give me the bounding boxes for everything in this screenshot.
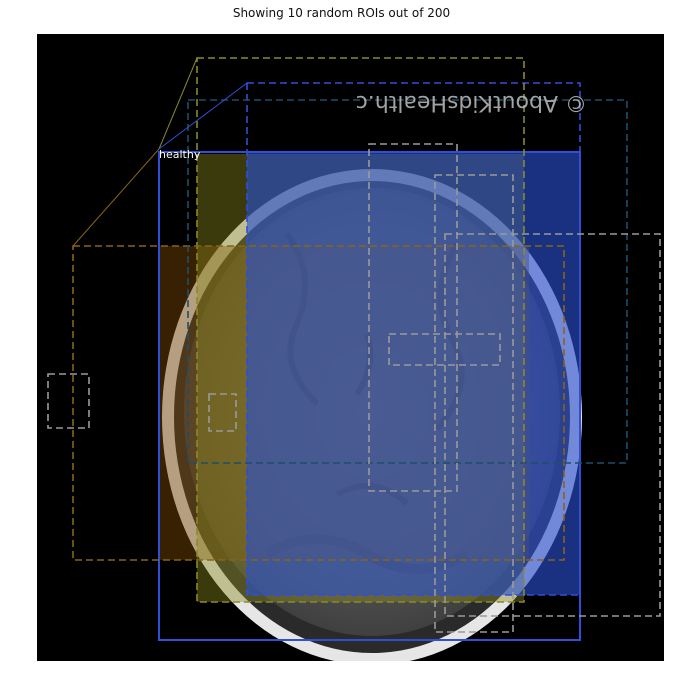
roi-boxes — [47, 57, 661, 641]
watermark-group: © AboutKidsHealth.c — [356, 90, 587, 115]
figure-title: Showing 10 random ROIs out of 200 — [232, 6, 451, 20]
roi-gray-1 — [368, 143, 458, 492]
roi-masks — [159, 152, 580, 602]
roi-class-label: healthy — [159, 148, 201, 161]
mask-blue — [247, 152, 580, 595]
watermark-text: © AboutKidsHealth.c — [356, 90, 587, 115]
leader-blue — [158, 82, 248, 150]
roi-olive-dashed — [196, 57, 525, 603]
roi-gray-5 — [47, 373, 90, 429]
roi-gray-3 — [444, 233, 661, 617]
label-leader-lines — [72, 57, 248, 247]
roi-teal-dashed — [187, 99, 628, 464]
roi-orange-dashed — [72, 245, 565, 561]
roi-gray-2 — [434, 174, 514, 633]
roi-gray-6 — [208, 393, 237, 432]
mri-image-panel: © AboutKidsHealth.c healthy — [37, 34, 664, 661]
leader-orange — [72, 148, 160, 247]
roi-overlay: © AboutKidsHealth.c healthy — [47, 57, 661, 661]
roi-gray-4 — [388, 333, 501, 366]
leader-olive — [158, 57, 198, 150]
roi-blue-dashed — [246, 82, 581, 596]
